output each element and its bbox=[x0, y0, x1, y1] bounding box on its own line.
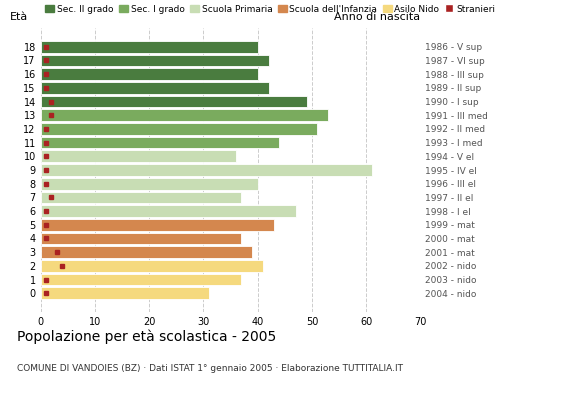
Bar bbox=[41, 260, 263, 272]
Bar bbox=[41, 109, 328, 121]
Bar bbox=[41, 123, 317, 135]
Bar bbox=[41, 205, 296, 217]
Legend: Sec. II grado, Sec. I grado, Scuola Primaria, Scuola dell'Infanzia, Asilo Nido, : Sec. II grado, Sec. I grado, Scuola Prim… bbox=[45, 4, 496, 14]
Bar bbox=[41, 192, 241, 203]
Text: Popolazione per età scolastica - 2005: Popolazione per età scolastica - 2005 bbox=[17, 330, 277, 344]
Bar bbox=[41, 41, 258, 52]
Text: Anno di nascita: Anno di nascita bbox=[335, 12, 420, 22]
Bar bbox=[41, 164, 372, 176]
Bar bbox=[41, 274, 241, 285]
Bar bbox=[41, 137, 280, 148]
Bar bbox=[41, 150, 236, 162]
Bar bbox=[41, 82, 269, 94]
Bar bbox=[41, 96, 307, 107]
Bar bbox=[41, 246, 252, 258]
Text: COMUNE DI VANDOIES (BZ) · Dati ISTAT 1° gennaio 2005 · Elaborazione TUTTITALIA.I: COMUNE DI VANDOIES (BZ) · Dati ISTAT 1° … bbox=[17, 364, 404, 373]
Bar bbox=[41, 68, 258, 80]
Bar bbox=[41, 178, 258, 190]
Bar bbox=[41, 219, 274, 231]
Bar bbox=[41, 288, 209, 299]
Text: Età: Età bbox=[10, 12, 28, 22]
Bar bbox=[41, 55, 269, 66]
Bar bbox=[41, 233, 241, 244]
